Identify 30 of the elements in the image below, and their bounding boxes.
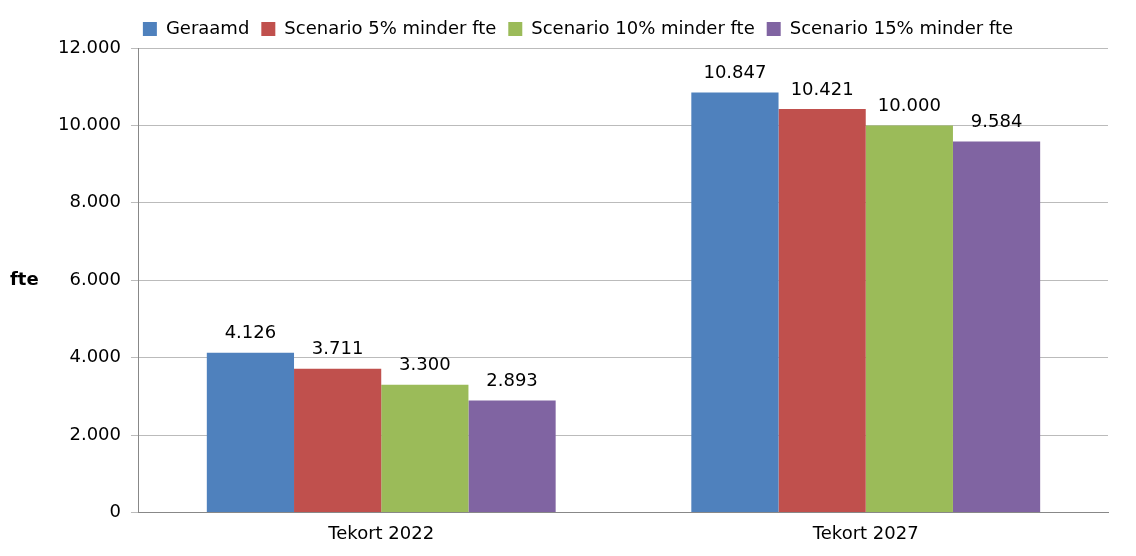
y-tick-label: 4.000 — [69, 345, 121, 367]
x-tick-label: Tekort 2022 — [327, 521, 435, 543]
y-tick-label: 6.000 — [69, 267, 121, 289]
y-tick-label: 12.000 — [58, 35, 121, 57]
data-label: 3.300 — [399, 353, 451, 375]
bar — [468, 400, 556, 512]
data-label: 10.421 — [790, 77, 854, 99]
bar — [294, 368, 382, 512]
legend-label: Scenario 15% minder fte — [789, 16, 1014, 38]
legend-label: Geraamd — [165, 16, 250, 38]
y-tick-label: 8.000 — [69, 190, 121, 212]
data-label: 10.847 — [703, 61, 767, 83]
bar — [865, 125, 953, 512]
x-tick-label: Tekort 2027 — [811, 521, 919, 543]
data-label: 9.584 — [970, 110, 1023, 132]
y-tick-label: 10.000 — [58, 113, 121, 135]
y-tick-label: 0 — [109, 500, 121, 522]
data-label: 4.126 — [224, 321, 277, 343]
legend-label: Scenario 10% minder fte — [531, 16, 755, 38]
y-axis-title: fte — [10, 267, 39, 289]
data-label: 10.000 — [877, 94, 941, 116]
bar — [778, 109, 866, 512]
data-label: 3.711 — [311, 337, 364, 359]
bar — [381, 384, 469, 512]
bar — [206, 352, 295, 512]
y-tick-label: 2.000 — [69, 422, 121, 444]
bar — [952, 141, 1041, 512]
data-label: 2.893 — [486, 369, 538, 391]
bar — [691, 92, 779, 512]
legend-label: Scenario 5% minder fte — [284, 16, 497, 38]
